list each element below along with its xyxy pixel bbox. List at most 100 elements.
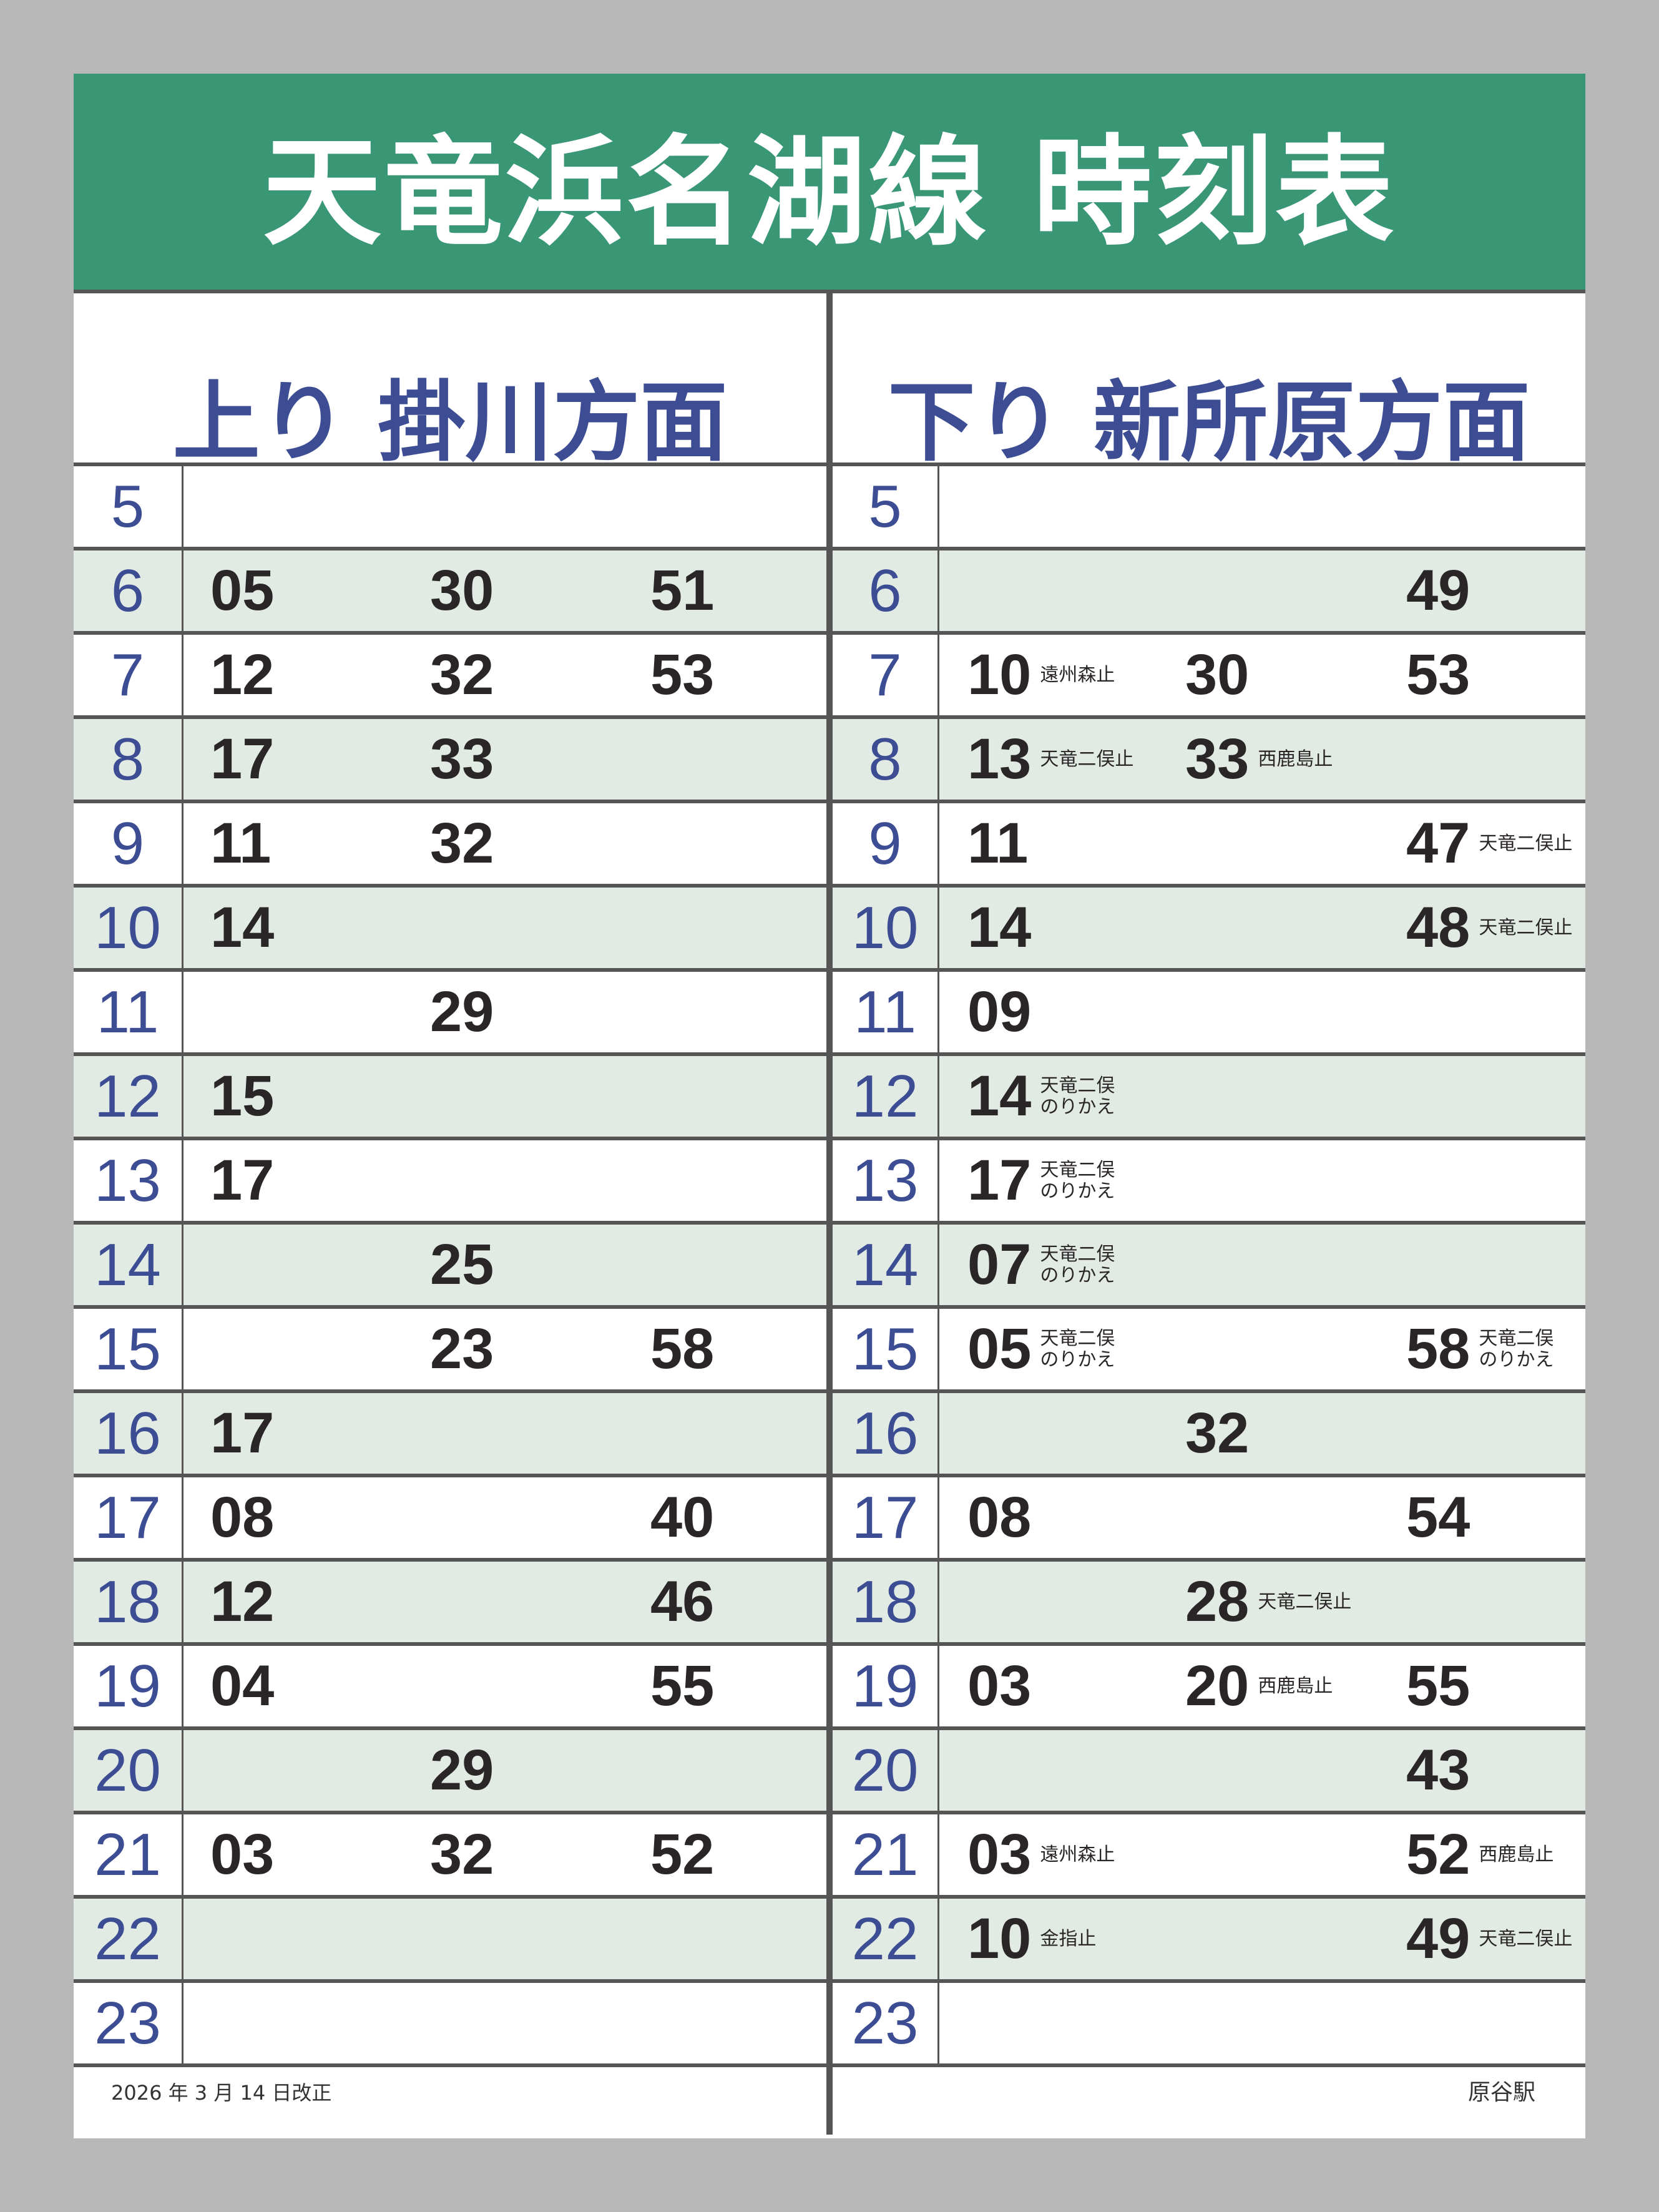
note-line: のりかえ [1479, 1348, 1554, 1371]
departure-minute: 32 [1185, 1401, 1250, 1465]
departure-up: 58 [650, 1309, 714, 1389]
note-line: のりかえ [1040, 1095, 1115, 1118]
departure-minute: 25 [430, 1233, 494, 1296]
departure-minute: 03 [210, 1823, 275, 1886]
departure-minute: 53 [650, 643, 715, 707]
note-line: 天竜二俣止 [1479, 1927, 1573, 1950]
departure-minute: 52 [650, 1823, 715, 1886]
departure-minute: 17 [210, 727, 275, 791]
departure-minute: 09 [967, 980, 1032, 1044]
note-line: 天竜二俣止 [1479, 916, 1573, 939]
departure-note: 天竜二俣止 [1258, 1590, 1352, 1613]
departure-minute: 11 [210, 811, 272, 875]
departure-note: 遠州森止 [1040, 1844, 1115, 1866]
departure-note: 天竜二俣止 [1479, 1927, 1573, 1950]
departure-minute: 48 [1406, 896, 1471, 959]
departure-down: 14 天竜二俣 のりかえ [967, 1056, 1115, 1137]
direction-header-up: 上り 掛川方面 [172, 371, 728, 474]
note-line: 西鹿島止 [1479, 1843, 1554, 1866]
departure-minute: 07 [967, 1233, 1032, 1296]
hour-label-up: 16 [74, 1393, 184, 1474]
departure-minute: 29 [430, 1738, 494, 1802]
departure-up: 11 [210, 803, 271, 884]
departure-up: 52 [650, 1814, 714, 1895]
hour-label-down: 14 [833, 1225, 939, 1305]
departure-note: 天竜二俣止 [1040, 748, 1134, 770]
hour-label-up: 22 [74, 1899, 184, 1979]
departure-up: 46 [650, 1562, 714, 1642]
departure-up: 12 [210, 1562, 274, 1642]
departure-up: 08 [210, 1477, 274, 1558]
departure-down: 54 [1406, 1477, 1470, 1558]
departure-minute: 58 [650, 1317, 715, 1381]
hour-label-up: 13 [74, 1140, 184, 1221]
hour-label-up: 15 [74, 1309, 184, 1389]
hour-label-down: 11 [833, 972, 939, 1052]
hour-label-down: 17 [833, 1477, 939, 1558]
departure-minute: 23 [430, 1317, 494, 1381]
departure-down: 48 天竜二俣止 [1406, 888, 1572, 968]
note-line: 天竜二俣止 [1479, 832, 1573, 854]
departure-down: 11 [967, 803, 1028, 884]
hour-label-up: 8 [74, 719, 184, 800]
departure-minute: 05 [967, 1317, 1032, 1381]
departure-minute: 17 [967, 1148, 1032, 1212]
departure-up: 29 [430, 1730, 494, 1811]
departure-down: 14 [967, 888, 1031, 968]
departure-minute: 58 [1406, 1317, 1471, 1381]
departure-minute: 17 [210, 1401, 275, 1465]
departure-up: 53 [650, 635, 714, 715]
departure-minute: 33 [430, 727, 494, 791]
departure-minute: 08 [967, 1485, 1032, 1549]
departure-up: 12 [210, 635, 274, 715]
note-line: 天竜二俣 [1040, 1158, 1115, 1181]
hour-label-down: 9 [833, 803, 939, 884]
departure-up: 23 [430, 1309, 494, 1389]
departure-minute: 51 [650, 559, 715, 622]
hour-label-up: 10 [74, 888, 184, 968]
departure-minute: 08 [210, 1485, 275, 1549]
hour-label-up: 9 [74, 803, 184, 884]
departure-minute: 11 [967, 811, 1029, 875]
departure-minute: 32 [430, 643, 494, 707]
table-row: 11 11 29 09 [74, 968, 1585, 1052]
departure-minute: 49 [1406, 1907, 1471, 1970]
departure-down: 43 [1406, 1730, 1470, 1811]
note-line: 天竜二俣止 [1258, 1590, 1352, 1613]
note-line: 西鹿島止 [1258, 748, 1333, 770]
departure-up: 40 [650, 1477, 714, 1558]
departure-up: 17 [210, 1140, 274, 1221]
departure-note: 天竜二俣 のりかえ [1040, 1328, 1115, 1371]
departure-up: 04 [210, 1646, 274, 1726]
hour-label-up: 23 [74, 1983, 184, 2063]
departure-up: 17 [210, 1393, 274, 1474]
departure-minute: 14 [967, 1064, 1032, 1128]
hour-label-down: 12 [833, 1056, 939, 1137]
direction-header-down: 下り 新所原方面 [888, 371, 1530, 474]
departure-minute: 30 [1185, 643, 1250, 707]
departure-minute: 32 [430, 1823, 494, 1886]
departure-up: 25 [430, 1225, 494, 1305]
departure-up: 14 [210, 888, 274, 968]
departure-minute: 12 [210, 1570, 275, 1633]
hour-label-down: 23 [833, 1983, 939, 2063]
hour-label-down: 20 [833, 1730, 939, 1811]
departure-minute: 05 [210, 559, 275, 622]
departure-up: 17 [210, 719, 274, 800]
departure-minute: 12 [210, 643, 275, 707]
note-line: 天竜二俣 [1479, 1327, 1554, 1349]
hour-label-up: 7 [74, 635, 184, 715]
note-line: 天竜二俣止 [1040, 748, 1134, 770]
departure-up: 55 [650, 1646, 714, 1726]
departure-note: 遠州森止 [1040, 664, 1115, 686]
note-line: のりかえ [1040, 1348, 1115, 1371]
departure-down: 07 天竜二俣 のりかえ [967, 1225, 1115, 1305]
departure-minute: 17 [210, 1148, 275, 1212]
departure-up: 51 [650, 551, 714, 631]
departure-note: 天竜二俣 のりかえ [1040, 1158, 1115, 1202]
note-line: 天竜二俣 [1040, 1074, 1115, 1097]
direction-divider [826, 293, 833, 2135]
departure-minute: 46 [650, 1570, 715, 1633]
departure-down: 03 遠州森止 [967, 1814, 1115, 1895]
departure-minute: 03 [967, 1823, 1032, 1886]
